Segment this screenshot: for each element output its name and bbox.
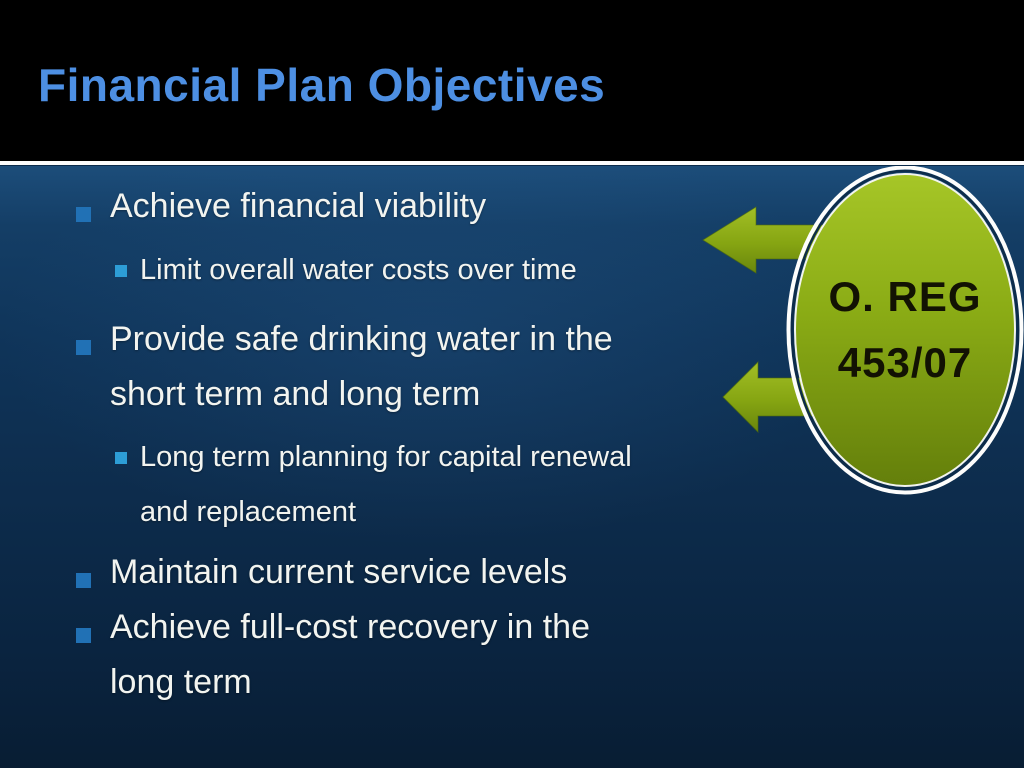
title-band: Financial Plan Objectives <box>0 0 1024 161</box>
bullet-subitem: Limit overall water costs over time <box>140 254 577 286</box>
bullet-square-level1 <box>76 573 91 588</box>
bullet-item: Achieve full-cost recovery in the long t… <box>110 608 590 701</box>
callout-label-line1: O. REG <box>828 273 982 320</box>
callout-oval <box>786 166 1024 495</box>
bullet-square-level2 <box>115 452 127 464</box>
callout-label-line2: 453/07 <box>837 339 973 386</box>
bullet-item: Provide safe drinking water in the short… <box>110 320 613 413</box>
bullet-square-level1 <box>76 628 91 643</box>
callout-graphic <box>702 166 1024 495</box>
bullet-subitem: Long term planning for capital renewal a… <box>140 441 632 528</box>
bullet-square-level1 <box>76 207 91 222</box>
bullet-square-level1 <box>76 340 91 355</box>
separator-rule <box>0 161 1024 166</box>
bullet-item: Maintain current service levels <box>110 553 568 591</box>
callout-label: O. REG 453/07 <box>795 264 1015 396</box>
page-title: Financial Plan Objectives <box>38 59 606 111</box>
bullet-square-level2 <box>115 265 127 277</box>
bullet-item: Achieve financial viability <box>110 187 487 225</box>
